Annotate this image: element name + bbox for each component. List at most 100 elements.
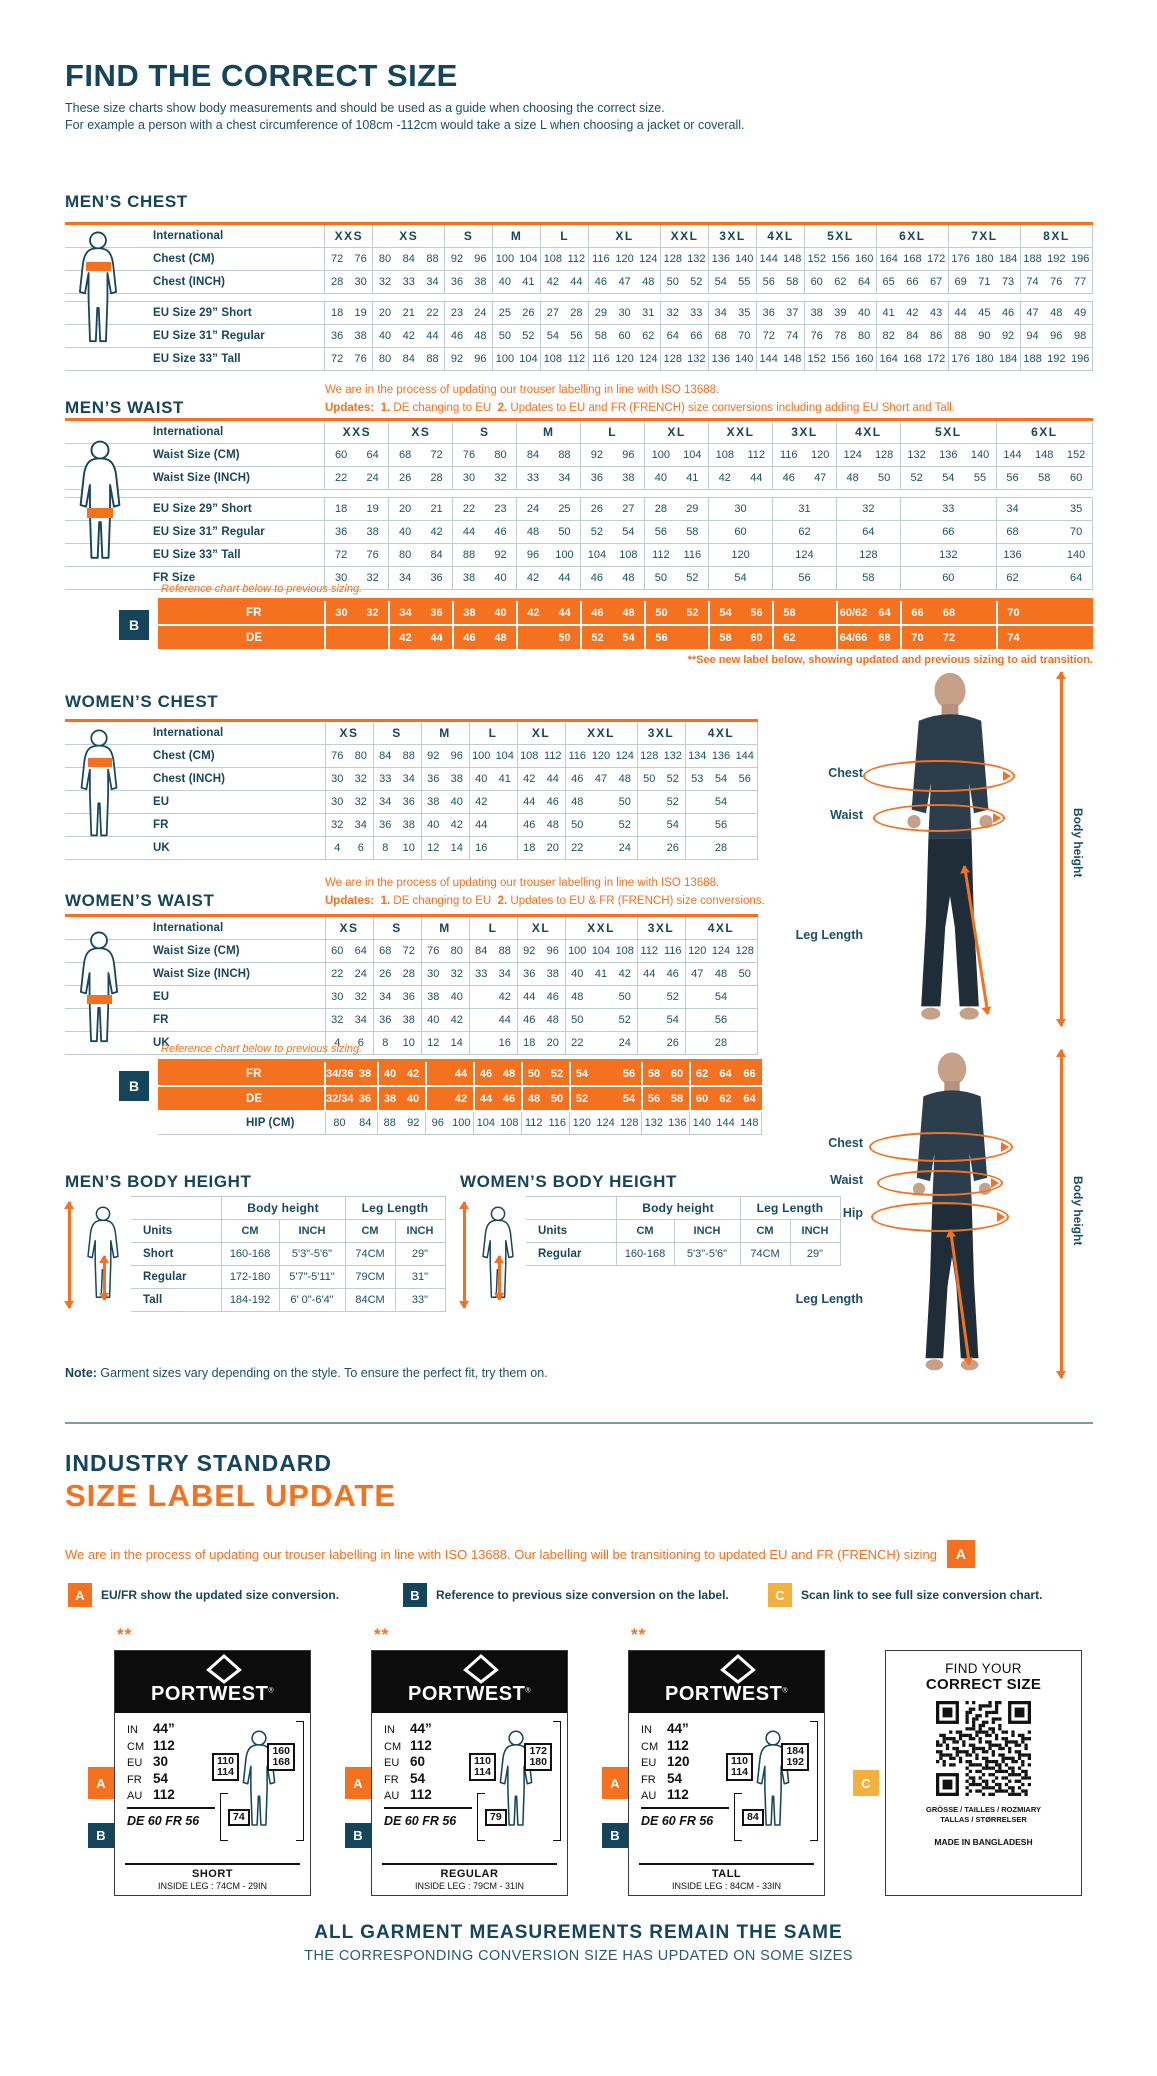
row-label: EU bbox=[65, 985, 325, 1009]
table-cell: 47 bbox=[684, 962, 709, 986]
table-cell: 98 bbox=[1068, 324, 1094, 348]
table-cell: 46 bbox=[996, 301, 1021, 325]
table-cell: 34/36 bbox=[324, 1060, 354, 1087]
leg-length-label: Leg Length bbox=[795, 1292, 863, 1306]
table-cell bbox=[516, 625, 549, 651]
table-cell: 116 bbox=[771, 443, 805, 467]
male-waist-figure-icon bbox=[69, 426, 131, 578]
table-cell: 16 bbox=[493, 1031, 517, 1055]
chest-label: Chest bbox=[828, 1136, 863, 1150]
asterisks: ** bbox=[117, 1625, 133, 1644]
mens-waist-heading: MEN’S WAIST bbox=[65, 398, 184, 417]
table-cell: 32 bbox=[357, 599, 389, 626]
chest-label: Chest bbox=[828, 766, 863, 780]
table-cell: 132 bbox=[899, 443, 933, 467]
mens-body-height-table-host: Body height Leg Length Units CM INCH CM INCH Sh… bbox=[131, 1196, 446, 1312]
table-cell: 120 bbox=[589, 744, 613, 768]
table-cell: 50 bbox=[733, 962, 758, 986]
table-cell: 26 bbox=[388, 466, 421, 490]
page-title: FIND THE CORRECT SIZE bbox=[65, 58, 458, 93]
row-label: HIP (CM) bbox=[158, 1111, 325, 1135]
table-cell: 37 bbox=[780, 301, 805, 325]
table-cell: 12 bbox=[420, 836, 445, 860]
table-cell: 28 bbox=[397, 962, 421, 986]
body-height-section: MEN’S BODY HEIGHT WOMEN’S BODY HEIGHT Bo… bbox=[64, 1172, 1093, 1322]
table-cell: 40 bbox=[420, 1008, 445, 1032]
table-cell bbox=[1061, 599, 1093, 626]
table-cell: 44 bbox=[449, 1060, 474, 1087]
table-cell: 24 bbox=[613, 1031, 637, 1055]
table-cell: 60/62 bbox=[836, 599, 869, 626]
table-cell: 46 bbox=[580, 599, 613, 626]
table-cell: 86 bbox=[924, 324, 949, 348]
table-header-row: International XXS XS S M L XL XXL 3XL 4XL 5XL 6XL 7X… bbox=[65, 223, 1094, 248]
table-cell: 22 bbox=[420, 301, 445, 325]
table-cell: 60 bbox=[324, 939, 349, 963]
table-cell: 112 bbox=[521, 1111, 546, 1135]
table-cell: 50 bbox=[564, 813, 589, 837]
table-cell: 48 bbox=[485, 625, 517, 651]
table-cell: 31 bbox=[636, 301, 661, 325]
table-cell: 64 bbox=[737, 1086, 762, 1112]
table-cell: 50 bbox=[492, 324, 517, 348]
table-cell: 66 bbox=[737, 1060, 762, 1087]
previous-sizing-row: FR 34/36 38 40 42 44 46 48 50 52 54 56 58 60 62 64 66 bbox=[158, 1060, 762, 1087]
table-cell: 33 bbox=[516, 466, 549, 490]
portwest-logo: PORTWEST® bbox=[115, 1651, 310, 1713]
table-cell: 128 bbox=[660, 347, 685, 371]
industry-intro: We are in the process of updating our tr… bbox=[65, 1540, 975, 1568]
hip-ellipse-icon bbox=[871, 1202, 1009, 1232]
table-header-label: International bbox=[65, 419, 325, 444]
row-label: Units bbox=[131, 1219, 221, 1243]
qr-card-line1: FIND YOUR bbox=[945, 1661, 1022, 1676]
size-row: CM 112 bbox=[127, 1737, 175, 1753]
table-cell: 73 bbox=[996, 270, 1021, 294]
table-cell: 128 bbox=[835, 543, 901, 567]
row-label: Waist Size (CM) bbox=[65, 939, 325, 963]
table-cell: 46 bbox=[541, 985, 565, 1009]
portwest-logo: PORTWEST® bbox=[629, 1651, 824, 1713]
table-cell: 26 bbox=[661, 1031, 685, 1055]
table-cell: 31 bbox=[771, 497, 837, 521]
table-cell: 38 bbox=[445, 767, 469, 791]
intro-line-1: These size charts show body measurements… bbox=[65, 101, 665, 115]
table-cell: 96 bbox=[468, 247, 493, 271]
table-cell: 48 bbox=[613, 599, 645, 626]
table-cell bbox=[965, 599, 997, 626]
table-cell: 34 bbox=[372, 790, 397, 814]
table-cell: 34 bbox=[420, 270, 445, 294]
table-cell: 28 bbox=[684, 1031, 758, 1055]
table-cell: 38 bbox=[420, 790, 445, 814]
table-cell: 180 bbox=[972, 347, 997, 371]
table-cell: 76 bbox=[324, 744, 349, 768]
table-cell: 92 bbox=[420, 744, 445, 768]
table-cell: 48 bbox=[520, 1086, 546, 1112]
table-cell: 30 bbox=[324, 790, 349, 814]
intro-line-2: For example a person with a chest circum… bbox=[65, 118, 745, 132]
table-cell: 74CM bbox=[344, 1242, 395, 1266]
table-cell: 168 bbox=[900, 247, 925, 271]
table-cell: 172 bbox=[924, 347, 949, 371]
table-cell: 58 bbox=[665, 1086, 690, 1112]
womens-waist-prev-table-host: FR 34/36 38 40 42 44 46 48 50 52 54 56 58 60 62 64 66 DE 3… bbox=[158, 1059, 763, 1135]
table-cell: 33 bbox=[899, 497, 997, 521]
table-cell: 34 bbox=[349, 1008, 373, 1032]
table-cell: 30 bbox=[452, 466, 485, 490]
table-cell: 96 bbox=[612, 443, 645, 467]
table-cell: 50 bbox=[548, 520, 581, 544]
table-cell: 62 bbox=[713, 1086, 738, 1112]
womens-body-height-heading: WOMEN’S BODY HEIGHT bbox=[460, 1172, 677, 1191]
table-cell: 42 bbox=[516, 566, 549, 590]
hip-label: Hip bbox=[842, 1206, 863, 1220]
table-cell: 30 bbox=[612, 301, 637, 325]
table-cell: 28 bbox=[420, 466, 453, 490]
badge-b: B bbox=[602, 1823, 628, 1848]
table-cell: 136 bbox=[932, 443, 965, 467]
table-cell: 60 bbox=[688, 1086, 714, 1112]
table-cell: 42 bbox=[540, 270, 565, 294]
table-cell: 35 bbox=[1060, 497, 1094, 521]
table-cell: 22 bbox=[324, 962, 349, 986]
table-cell: 136 bbox=[665, 1111, 690, 1135]
table-cell: 58 bbox=[835, 566, 901, 590]
table-cell bbox=[1029, 599, 1061, 626]
